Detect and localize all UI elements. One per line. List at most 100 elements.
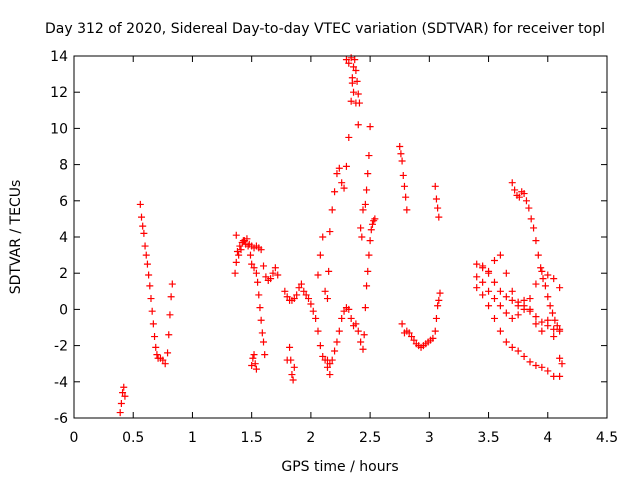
data-point [508, 179, 516, 187]
data-point [331, 347, 339, 355]
data-point [398, 157, 406, 165]
data-point [236, 242, 244, 250]
data-point [550, 372, 558, 380]
data-point [250, 351, 258, 359]
data-point [532, 313, 540, 321]
data-point [434, 302, 442, 310]
data-point [319, 352, 327, 360]
y-tick-label: 10 [50, 121, 68, 137]
data-point [295, 284, 303, 292]
y-tick-label: -4 [54, 375, 68, 391]
data-point [538, 267, 546, 275]
data-point [256, 304, 264, 312]
data-point [358, 233, 366, 241]
y-tick-label: 2 [59, 266, 68, 282]
data-point [254, 278, 262, 286]
data-point [316, 342, 324, 350]
data-point [538, 327, 546, 335]
data-point [290, 363, 298, 371]
data-point [260, 262, 268, 270]
data-point [269, 269, 277, 277]
data-point [138, 213, 146, 221]
series-arc15 [473, 284, 564, 380]
data-point [367, 226, 375, 234]
data-point [538, 363, 546, 371]
data-point [328, 206, 336, 214]
data-point [321, 287, 329, 295]
data-point [434, 204, 442, 212]
data-point [361, 304, 369, 312]
data-point [508, 314, 516, 322]
data-point [274, 271, 282, 279]
data-point [333, 170, 341, 178]
data-point [371, 215, 379, 223]
data-point [361, 200, 369, 208]
data-point [340, 184, 348, 192]
data-point [159, 356, 167, 364]
data-point [473, 273, 481, 281]
data-point [140, 229, 148, 237]
data-point [398, 320, 406, 328]
series-arc8 [314, 56, 363, 303]
data-point [302, 291, 310, 299]
series-arc18 [508, 179, 564, 333]
data-point [496, 327, 504, 335]
data-point [119, 389, 127, 397]
data-point [366, 123, 374, 131]
data-point [347, 314, 355, 322]
data-point [410, 336, 418, 344]
data-point [490, 257, 498, 265]
data-point [325, 267, 333, 275]
data-point [550, 325, 558, 333]
data-point [551, 316, 559, 324]
data-point [354, 121, 362, 129]
data-point [260, 338, 268, 346]
data-point [328, 356, 336, 364]
data-point [350, 63, 358, 71]
data-point [314, 271, 322, 279]
data-point [307, 300, 315, 308]
data-point [232, 258, 240, 266]
data-point [117, 400, 125, 408]
data-point [147, 295, 155, 303]
data-point [286, 343, 294, 351]
data-point [365, 152, 373, 160]
data-point [539, 275, 547, 283]
data-point [520, 296, 528, 304]
data-point [514, 311, 522, 319]
data-point [508, 343, 516, 351]
data-point [397, 150, 405, 158]
data-point [502, 293, 510, 301]
data-point [338, 314, 346, 322]
y-tick-label: -2 [54, 339, 68, 355]
data-point [479, 262, 487, 270]
y-tick-label: 6 [59, 194, 68, 210]
data-point [312, 314, 320, 322]
data-point [544, 316, 552, 324]
data-point [485, 267, 493, 275]
data-point [553, 322, 561, 330]
data-point [359, 206, 367, 214]
series-arc12 [398, 289, 444, 351]
data-point [405, 329, 413, 337]
data-point [151, 333, 159, 341]
series-arc2 [136, 200, 176, 368]
data-point [431, 327, 439, 335]
data-point [502, 269, 510, 277]
data-point [243, 235, 251, 243]
data-point [363, 186, 371, 194]
data-point [309, 307, 317, 315]
data-point [136, 200, 144, 208]
data-point [348, 74, 356, 82]
data-point [432, 314, 440, 322]
data-point [508, 287, 516, 295]
data-point [248, 260, 256, 268]
data-point [258, 329, 266, 337]
series-arc5 [248, 351, 260, 373]
data-point [149, 320, 157, 328]
data-point [314, 327, 322, 335]
x-tick-label: 3.5 [477, 430, 499, 446]
data-point [549, 309, 557, 317]
data-point [556, 325, 564, 333]
